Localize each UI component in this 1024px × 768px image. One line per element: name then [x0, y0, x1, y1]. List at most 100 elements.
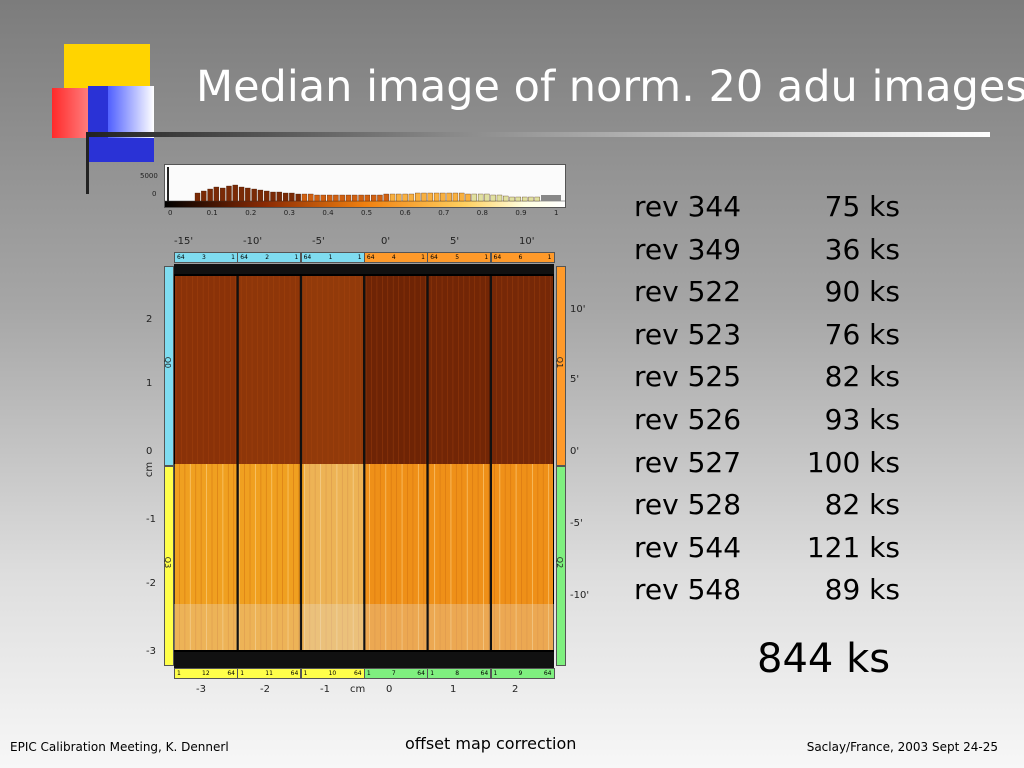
bottom-tick: 0 — [386, 684, 393, 695]
rev-exposure: 100 ks — [806, 445, 900, 479]
detector-image: -15' -10' -5' 0' 5' 10' 64 3 1 64 2 1 64 1 1 64 4 1 64 5 1 6… — [134, 232, 606, 710]
decor-vertical-rule — [86, 132, 89, 194]
ccd-label: 64 2 1 — [237, 252, 302, 263]
quadrant-label-q3: Q3 — [163, 556, 173, 569]
rev-exposure: 82 ks — [824, 488, 900, 522]
ccd-first: 64 — [177, 254, 185, 261]
ccd-number: 8 — [455, 670, 460, 677]
ccd-number: 7 — [391, 670, 396, 677]
bottom-tick: 2 — [512, 684, 519, 695]
left-strip-q3 — [164, 466, 174, 666]
slide-title: Median image of norm. 20 adu images — [196, 62, 1024, 112]
footer-topic: offset map correction — [405, 734, 577, 753]
decor-blue-fade — [108, 86, 154, 138]
ccd-number: 10 — [328, 670, 337, 677]
ccd-last: 64 — [353, 670, 362, 677]
hist-plot-area — [164, 164, 566, 208]
bottom-tick: -3 — [196, 684, 206, 695]
ccd-number: 9 — [518, 670, 523, 677]
top-tick: 5' — [450, 236, 460, 247]
hist-x-tick: 0.1 — [206, 209, 218, 217]
rev-exposure: 82 ks — [824, 360, 900, 394]
ccd-first: 1 — [303, 670, 308, 677]
ccd-last: 64 — [417, 670, 425, 677]
rev-id: rev 522 — [634, 275, 742, 309]
rev-id: rev 344 — [634, 190, 742, 223]
quadrant-label-q0: Q0 — [163, 356, 173, 369]
left-tick: 2 — [146, 314, 153, 325]
ccd-first: 1 — [366, 670, 371, 677]
ccd-first: 64 — [240, 254, 248, 261]
ccd-last: 64 — [480, 670, 489, 677]
hist-x-tick: 1 — [554, 209, 559, 217]
footer-meeting: EPIC Calibration Meeting, K. Dennerl — [10, 740, 229, 754]
ccd-first: 1 — [240, 670, 245, 677]
ccd-label: 64 1 1 — [300, 252, 365, 263]
ccd-last: 1 — [294, 254, 299, 261]
quadrant-label-q2: Q2 — [555, 556, 565, 569]
rev-id: rev 349 — [634, 232, 742, 266]
histogram: 5000 0 0 0.1 0.2 0.3 0.4 0.5 0.6 0.7 0.8 0.9 1 — [140, 164, 570, 222]
left-strip-q0 — [164, 266, 174, 466]
ccd-last: 1 — [231, 254, 235, 261]
hist-y-tick-5000: 5000 — [140, 172, 158, 180]
quadrant-label-q1: Q1 — [555, 356, 565, 369]
ccd-label: 64 4 1 — [363, 252, 428, 263]
ccd-number: 11 — [265, 670, 273, 677]
top-tick: 0' — [381, 236, 391, 247]
ccd-number: 3 — [202, 254, 206, 261]
top-tick: -5' — [312, 236, 325, 247]
ccd-first: 64 — [303, 254, 312, 261]
rev-id: rev 548 — [634, 573, 742, 607]
ccd-first: 64 — [430, 254, 438, 261]
ccd-label: 64 6 1 — [490, 252, 555, 263]
rev-exposure: 90 ks — [824, 275, 900, 309]
ccd-label: 64 3 1 — [174, 252, 238, 263]
ccd-number: 6 — [518, 254, 523, 261]
left-tick: 0 — [146, 446, 153, 457]
rev-exposure: 121 ks — [806, 530, 900, 564]
ccd-last: 64 — [227, 670, 235, 677]
title-underline — [86, 132, 990, 137]
top-tick: -15' — [174, 236, 194, 247]
ccd-label: 1 11 64 — [237, 668, 302, 679]
hist-x-tick: 0.8 — [476, 209, 488, 217]
footer-location-date: Saclay/France, 2003 Sept 24-25 — [806, 740, 998, 754]
ccd-first: 64 — [366, 254, 375, 261]
rev-id: rev 544 — [634, 530, 742, 564]
ccd-first: 1 — [177, 670, 181, 677]
hist-x-tick: 0.3 — [283, 209, 295, 217]
bottom-tick: -2 — [260, 684, 270, 695]
ccd-first: 64 — [493, 254, 502, 261]
ccd-label: 1 7 64 — [363, 668, 428, 679]
ccd-label: 1 10 64 — [300, 668, 365, 679]
median-image-canvas — [173, 264, 554, 670]
hist-x-tick: 0 — [168, 209, 173, 217]
hist-x-tick: 0.9 — [515, 209, 527, 217]
median-image — [173, 264, 554, 670]
top-tick: -10' — [243, 236, 263, 247]
rev-id: rev 523 — [634, 317, 742, 351]
ccd-number: 4 — [391, 254, 396, 261]
right-strip-q2 — [556, 466, 566, 666]
total-exposure: 844 ks — [757, 636, 891, 682]
ccd-last: 64 — [543, 670, 552, 677]
right-tick: -10' — [570, 590, 590, 601]
ccd-number: 2 — [265, 254, 270, 261]
top-ccd-strip: 64 3 1 64 2 1 64 1 1 64 4 1 64 5 1 64 6 1 — [174, 252, 555, 263]
ccd-last: 1 — [357, 254, 362, 261]
left-tick: 1 — [146, 378, 153, 389]
rev-exposure: 75 ks — [824, 190, 900, 223]
ccd-number: 1 — [328, 254, 333, 261]
left-tick: -3 — [146, 646, 156, 657]
bottom-ccd-strip: 1 12 64 1 11 64 1 10 64 1 7 64 1 8 64 1 9 64 — [174, 668, 555, 679]
ccd-first: 1 — [430, 670, 435, 677]
ccd-last: 1 — [421, 254, 425, 261]
hist-bars — [165, 167, 565, 207]
ccd-first: 1 — [493, 670, 498, 677]
rev-exposure: 89 ks — [824, 573, 900, 607]
ccd-label: 64 5 1 — [427, 252, 492, 263]
bottom-tick: 1 — [450, 684, 457, 695]
hist-x-tick: 0.2 — [245, 209, 257, 217]
rev-exposure: 93 ks — [824, 402, 900, 436]
